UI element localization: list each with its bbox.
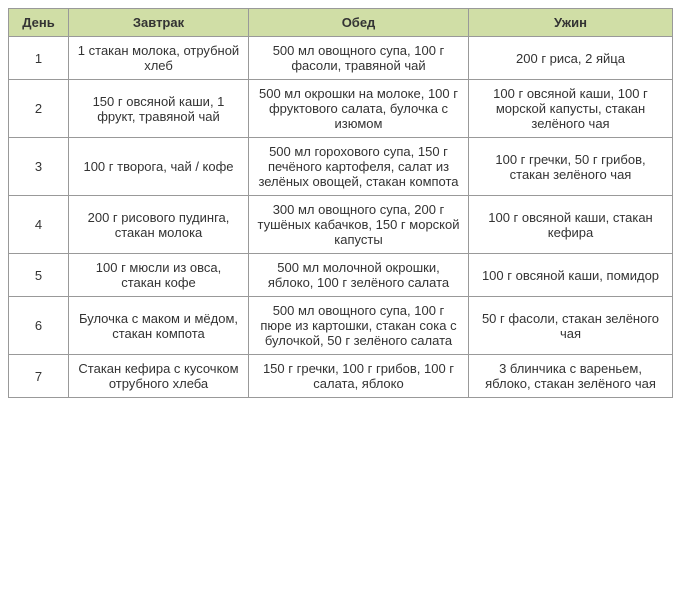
table-header-row: День Завтрак Обед Ужин [9,9,673,37]
cell-breakfast: Булочка с маком и мёдом, стакан компота [69,297,249,355]
cell-breakfast: 100 г творога, чай / кофе [69,138,249,196]
table-row: 6Булочка с маком и мёдом, стакан компота… [9,297,673,355]
cell-day: 3 [9,138,69,196]
cell-dinner: 200 г риса, 2 яйца [469,37,673,80]
cell-lunch: 300 мл овощного супа, 200 г тушёных каба… [249,196,469,254]
table-row: 3100 г творога, чай / кофе500 мл горохов… [9,138,673,196]
cell-dinner: 100 г овсяной каши, стакан кефира [469,196,673,254]
col-lunch: Обед [249,9,469,37]
cell-day: 2 [9,80,69,138]
col-breakfast: Завтрак [69,9,249,37]
cell-day: 5 [9,254,69,297]
cell-dinner: 100 г овсяной каши, 100 г морской капуст… [469,80,673,138]
cell-breakfast: 200 г рисового пудинга, стакан молока [69,196,249,254]
cell-lunch: 150 г гречки, 100 г грибов, 100 г салата… [249,355,469,398]
cell-breakfast: 150 г овсяной каши, 1 фрукт, травяной ча… [69,80,249,138]
cell-day: 4 [9,196,69,254]
cell-dinner: 50 г фасоли, стакан зелёного чая [469,297,673,355]
cell-breakfast: Стакан кефира с кусочком отрубного хлеба [69,355,249,398]
meal-plan-table: День Завтрак Обед Ужин 11 стакан молока,… [8,8,673,398]
cell-day: 7 [9,355,69,398]
cell-day: 6 [9,297,69,355]
cell-lunch: 500 мл овощного супа, 100 г пюре из карт… [249,297,469,355]
cell-dinner: 100 г гречки, 50 г грибов, стакан зелёно… [469,138,673,196]
cell-lunch: 500 мл овощного супа, 100 г фасоли, трав… [249,37,469,80]
cell-breakfast: 100 г мюсли из овса, стакан кофе [69,254,249,297]
cell-lunch: 500 мл горохового супа, 150 г печёного к… [249,138,469,196]
cell-dinner: 3 блинчика с вареньем, яблоко, стакан зе… [469,355,673,398]
table-row: 7Стакан кефира с кусочком отрубного хлеб… [9,355,673,398]
cell-breakfast: 1 стакан молока, отрубной хлеб [69,37,249,80]
cell-lunch: 500 мл молочной окрошки, яблоко, 100 г з… [249,254,469,297]
table-row: 11 стакан молока, отрубной хлеб500 мл ов… [9,37,673,80]
cell-dinner: 100 г овсяной каши, помидор [469,254,673,297]
col-day: День [9,9,69,37]
cell-lunch: 500 мл окрошки на молоке, 100 г фруктово… [249,80,469,138]
table-row: 5100 г мюсли из овса, стакан кофе500 мл … [9,254,673,297]
cell-day: 1 [9,37,69,80]
table-row: 4200 г рисового пудинга, стакан молока30… [9,196,673,254]
col-dinner: Ужин [469,9,673,37]
table-row: 2150 г овсяной каши, 1 фрукт, травяной ч… [9,80,673,138]
